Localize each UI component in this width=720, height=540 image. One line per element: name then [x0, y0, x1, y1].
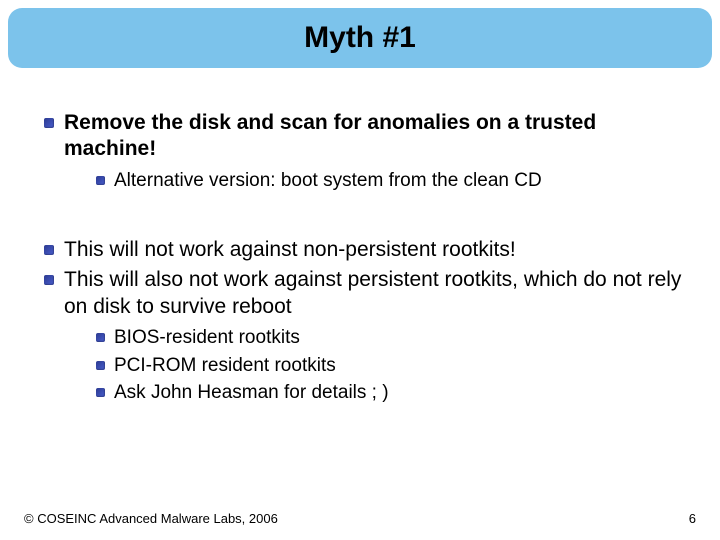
- bullet-3-sub-3: Ask John Heasman for details ; ): [92, 381, 690, 406]
- bullet-1-text: Remove the disk and scan for anomalies o…: [64, 111, 596, 160]
- slide-title: Myth #1: [304, 21, 416, 55]
- bullet-1-sub-1-text: Alternative version: boot system from th…: [114, 170, 542, 191]
- bullet-3: This will also not work against persiste…: [40, 267, 690, 406]
- bullet-3-sub-2: PCI-ROM resident rootkits: [92, 354, 690, 379]
- bullet-2: This will not work against non-persisten…: [40, 237, 690, 263]
- bullet-2-text: This will not work against non-persisten…: [64, 238, 516, 261]
- title-bar: Myth #1: [8, 8, 712, 68]
- bullet-list: Remove the disk and scan for anomalies o…: [40, 110, 690, 406]
- bullet-3-sub-1: BIOS-resident rootkits: [92, 326, 690, 351]
- bullet-3-sub-1-text: BIOS-resident rootkits: [114, 327, 300, 348]
- bullet-3-sublist: BIOS-resident rootkits PCI-ROM resident …: [92, 326, 690, 406]
- bullet-1: Remove the disk and scan for anomalies o…: [40, 110, 690, 193]
- bullet-3-text: This will also not work against persiste…: [64, 268, 681, 317]
- bullet-3-sub-2-text: PCI-ROM resident rootkits: [114, 355, 336, 376]
- bullet-3-sub-3-text: Ask John Heasman for details ; ): [114, 382, 389, 403]
- content-area: Remove the disk and scan for anomalies o…: [40, 110, 690, 410]
- gap: [40, 197, 690, 237]
- footer-copyright: © COSEINC Advanced Malware Labs, 2006: [24, 511, 278, 526]
- slide: Myth #1 Remove the disk and scan for ano…: [0, 0, 720, 540]
- bullet-1-sub-1: Alternative version: boot system from th…: [92, 169, 690, 194]
- footer-page-number: 6: [689, 511, 696, 526]
- bullet-1-sublist: Alternative version: boot system from th…: [92, 169, 690, 194]
- spacer: [40, 197, 690, 237]
